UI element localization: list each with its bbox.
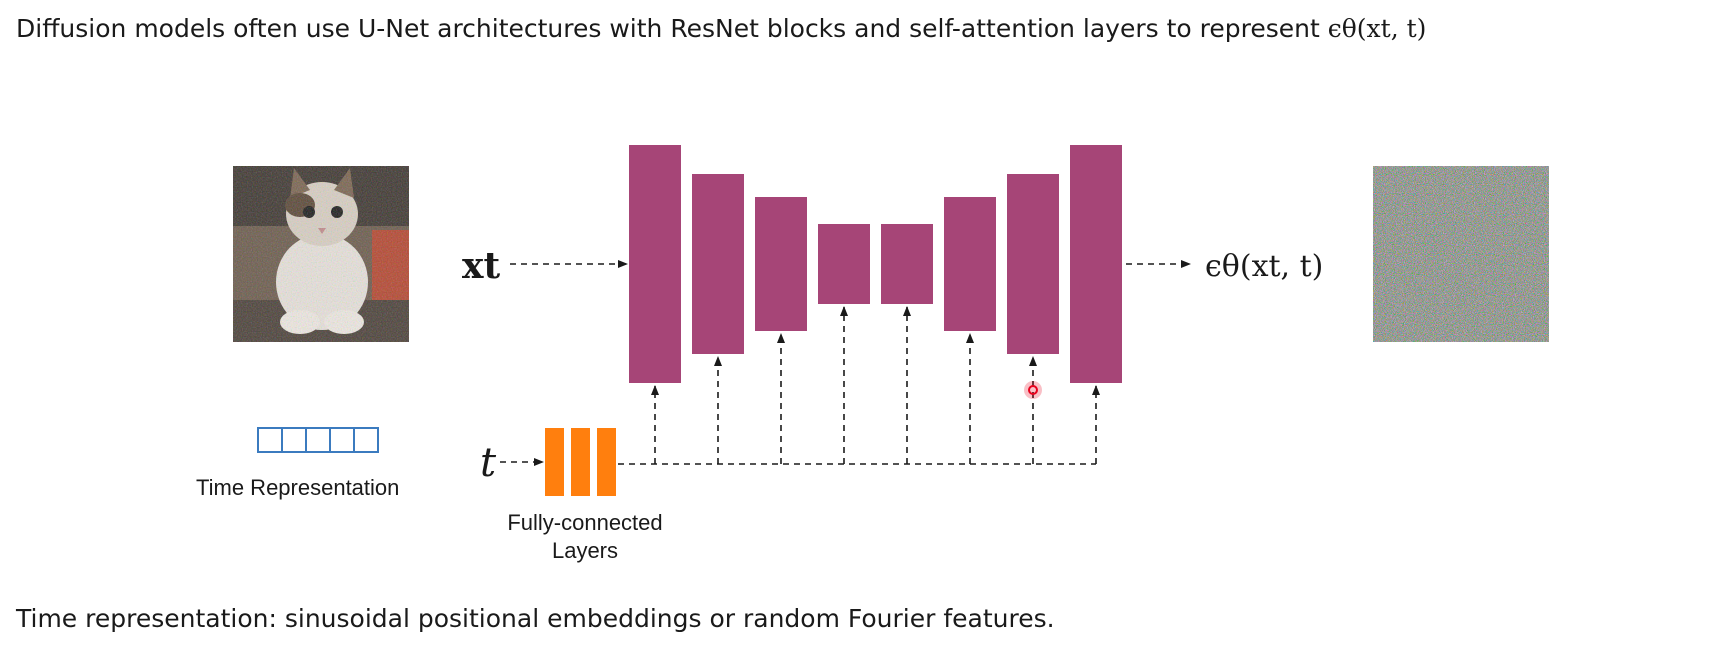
footer-text: Time representation: sinusoidal position…	[16, 604, 1055, 633]
unet-block-6	[944, 197, 996, 331]
unet-block-3	[755, 197, 807, 331]
time-representation-vector	[257, 427, 379, 453]
unet-block-7	[1007, 174, 1059, 354]
embedding-arrows	[651, 306, 1100, 464]
unet	[629, 145, 1122, 383]
unet-block-5	[881, 224, 933, 304]
output-image	[1373, 166, 1549, 342]
headline-math: ϵθ(xt, t)	[1327, 14, 1427, 43]
headline-text: Diffusion models often use U-Net archite…	[16, 14, 1320, 43]
time-label: t	[480, 440, 497, 486]
unet-block-4	[818, 224, 870, 304]
unet-block-8	[1070, 145, 1122, 383]
output-label: ϵθ(xt, t)	[1205, 249, 1323, 284]
fc-label-line2: Layers	[552, 538, 618, 563]
fc-label-line1: Fully-connected	[507, 510, 662, 535]
cursor-dot-icon	[1024, 381, 1042, 399]
fully-connected-layers	[545, 428, 616, 496]
input-image	[233, 166, 409, 342]
unet-block-1	[629, 145, 681, 383]
unet-block-2	[692, 174, 744, 354]
headline: Diffusion models often use U-Net archite…	[16, 14, 1426, 43]
input-label: xt	[462, 245, 500, 287]
time-representation-label: Time Representation	[196, 475, 399, 500]
